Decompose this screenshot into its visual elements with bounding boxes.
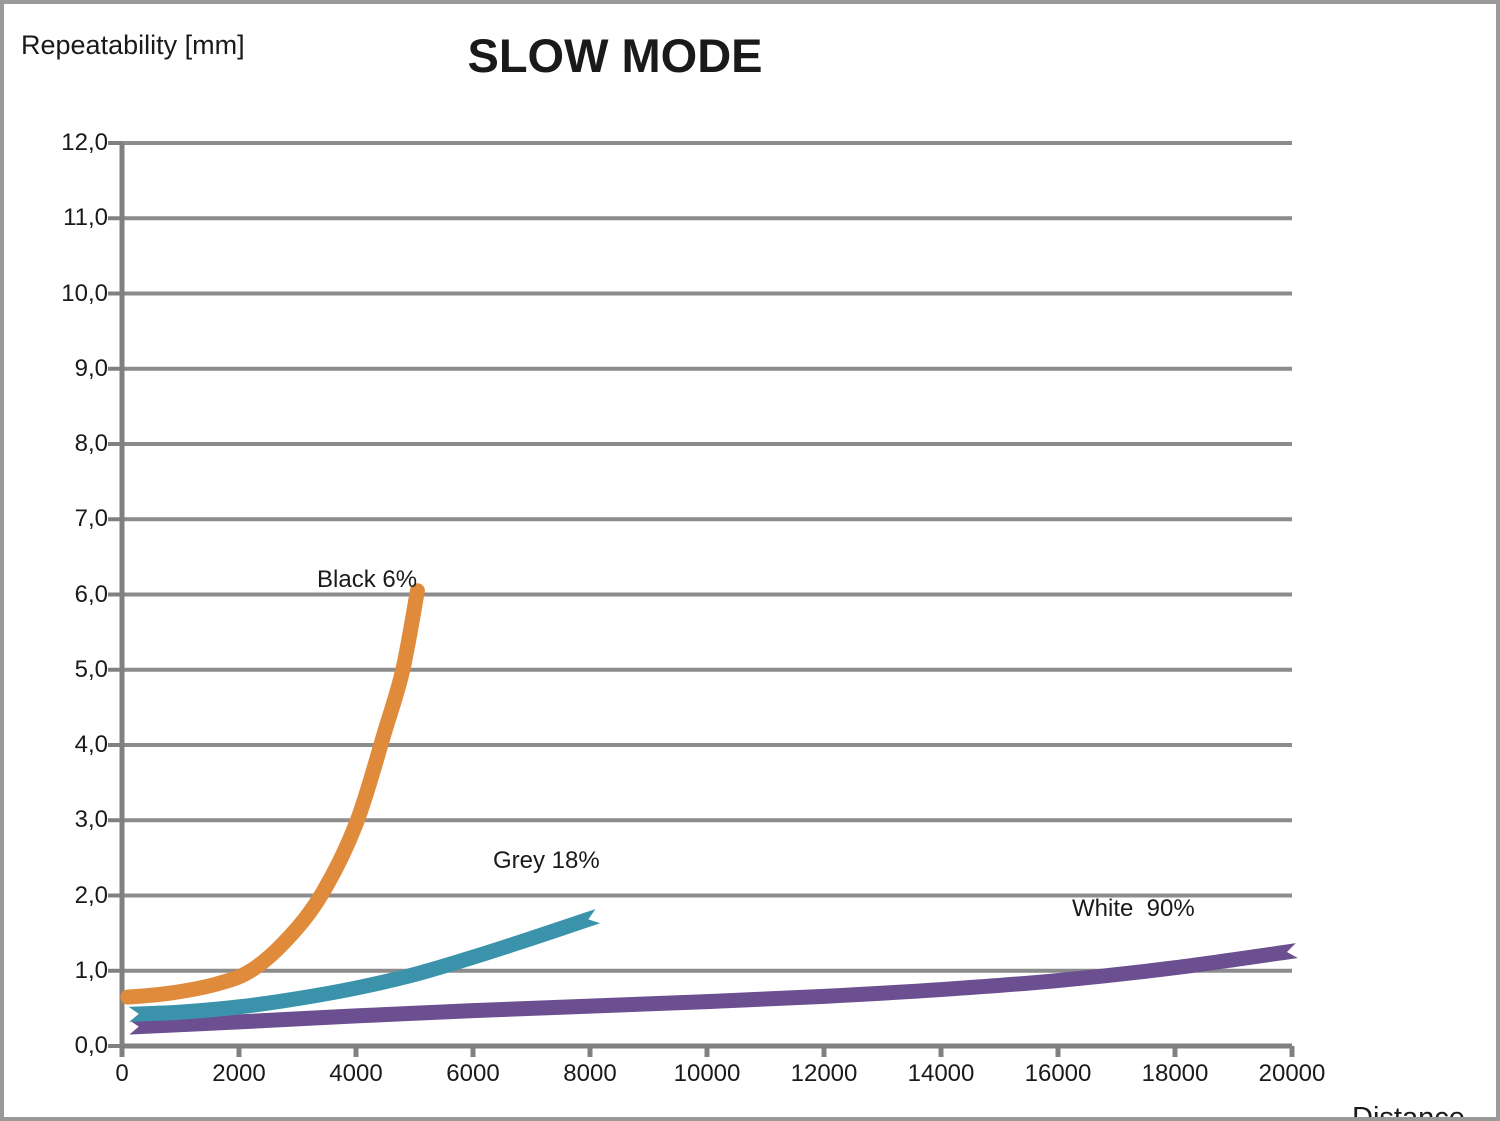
- y-tick-label: 7,0: [74, 505, 108, 533]
- series-line-notch: [588, 906, 603, 925]
- y-tick-label: 9,0: [74, 354, 108, 382]
- x-tick-label: 12000: [790, 1060, 858, 1087]
- x-tick-label: 8000: [563, 1060, 617, 1087]
- series-label-grey-18: Grey 18%: [493, 847, 600, 874]
- y-axis-title: Repeatability [mm]: [21, 30, 245, 60]
- x-axis-title: Distance [mm]: [1352, 1018, 1465, 1121]
- series-line-notch: [126, 1005, 139, 1024]
- series-line-black-6%: [120, 583, 425, 1005]
- y-tick-label: 5,0: [74, 655, 108, 683]
- y-tick-label: 0,0: [74, 1032, 108, 1059]
- y-tick-label: 10,0: [61, 279, 108, 307]
- y-tick-label: 3,0: [74, 806, 108, 834]
- series-label-black-6: Black 6%: [317, 566, 418, 593]
- y-tick-label: 2,0: [74, 881, 108, 909]
- x-tick-label: 18000: [1141, 1060, 1209, 1087]
- x-tick-label: 0: [115, 1060, 129, 1087]
- series-line-white-90%: [127, 943, 1299, 1035]
- y-tick-label: 12,0: [61, 129, 108, 156]
- series-line-grey-18%: [127, 908, 602, 1022]
- chart-canvas: [108, 141, 1301, 1057]
- x-tick-label: 14000: [907, 1060, 975, 1087]
- x-tick-label: 2000: [212, 1060, 266, 1087]
- y-tick-label: 6,0: [74, 580, 108, 608]
- y-tick-label: 11,0: [63, 204, 108, 232]
- series-line-notch: [1286, 941, 1301, 960]
- x-tick-label: 6000: [446, 1060, 500, 1087]
- chart-title: SLOW MODE: [467, 29, 763, 82]
- series-label-white-90: White 90%: [1072, 895, 1195, 922]
- x-tick-label: 20000: [1258, 1060, 1326, 1087]
- x-tick-label: 4000: [329, 1060, 383, 1087]
- y-tick-label: 1,0: [74, 956, 108, 984]
- x-tick-label: 16000: [1024, 1060, 1092, 1087]
- y-tick-label: 4,0: [74, 731, 108, 758]
- x-axis-title-line1: Distance: [1352, 1102, 1465, 1121]
- x-tick-label: 10000: [673, 1060, 741, 1087]
- y-tick-label: 8,0: [74, 430, 108, 457]
- series-line-notch: [126, 1018, 139, 1037]
